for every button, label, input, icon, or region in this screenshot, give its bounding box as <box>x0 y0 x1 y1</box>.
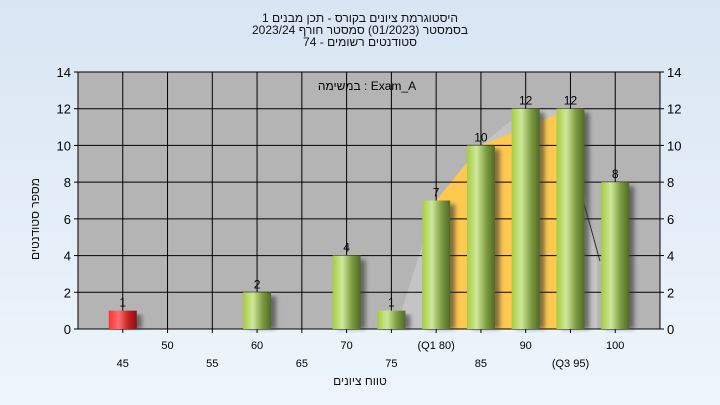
x-tick-label: 75 <box>385 358 397 370</box>
chart-title-line-3: סטודנטים רשומים - 74 <box>303 35 417 49</box>
y-tick-label: 14 <box>57 65 71 80</box>
y-tick-label: 8 <box>64 175 71 190</box>
bar-value-label: 12 <box>564 94 578 108</box>
bar-90 <box>511 108 540 329</box>
y-tick-label-right: 14 <box>667 65 681 80</box>
y-tick-label-right: 4 <box>667 249 674 264</box>
bar-85 <box>466 145 495 329</box>
bar-value-label: 7 <box>433 186 440 200</box>
bar-value-label: 2 <box>254 277 261 291</box>
y-tick-label-right: 12 <box>667 102 681 117</box>
x-tick-label: 70 <box>340 340 352 352</box>
bar-75 <box>377 310 406 329</box>
bar-100 <box>601 182 630 329</box>
bar-80 <box>422 200 451 329</box>
chart-title-line-1: היסטוגרמת ציונים בקורס - תכן מבנים 1 <box>262 11 458 25</box>
bar-45 <box>108 310 137 329</box>
plot-border <box>77 71 661 330</box>
y-tick-label-right: 2 <box>667 285 674 300</box>
bar-70 <box>332 255 361 329</box>
bar-value-label: 8 <box>612 167 619 181</box>
chart-title-line-2: בסמסטר (01/2023) סמסטר חורף 2023/24 <box>251 23 469 37</box>
x-tick-label: 55 <box>206 358 218 370</box>
x-tick-label: 85 <box>475 358 487 370</box>
x-tick-label: (Q1 80) <box>418 340 455 352</box>
y-tick-label-right: 10 <box>667 138 681 153</box>
bar-value-label: 1 <box>119 296 126 310</box>
y-tick-label: 10 <box>57 138 71 153</box>
bar-value-label: 12 <box>519 94 533 108</box>
y-axis-label: מספר סטודנטים <box>28 177 42 261</box>
bar-value-label: 10 <box>474 130 488 144</box>
y-tick-label: 0 <box>64 322 71 337</box>
bar-95 <box>556 108 585 329</box>
x-tick-label: 100 <box>606 340 624 352</box>
x-tick-label: 90 <box>520 340 532 352</box>
y-tick-label-right: 0 <box>667 322 674 337</box>
x-axis-label: טווח ציונים <box>333 374 387 388</box>
y-tick-label: 12 <box>57 102 71 117</box>
bar-value-label: 4 <box>343 241 350 255</box>
x-tick-label: (Q3 95) <box>552 358 589 370</box>
x-tick-label: 45 <box>117 358 129 370</box>
x-tick-label: 50 <box>161 340 173 352</box>
y-tick-label-right: 8 <box>667 175 674 190</box>
x-tick-label: 60 <box>251 340 263 352</box>
y-tick-label-right: 6 <box>667 212 674 227</box>
bar-value-label: 1 <box>388 296 395 310</box>
x-tick-label: 65 <box>296 358 308 370</box>
y-tick-label: 4 <box>64 249 71 264</box>
y-tick-label: 6 <box>64 212 71 227</box>
legend-label: Exam_A : במשימה <box>318 79 416 93</box>
bar-60 <box>243 292 272 329</box>
y-tick-label: 2 <box>64 285 71 300</box>
